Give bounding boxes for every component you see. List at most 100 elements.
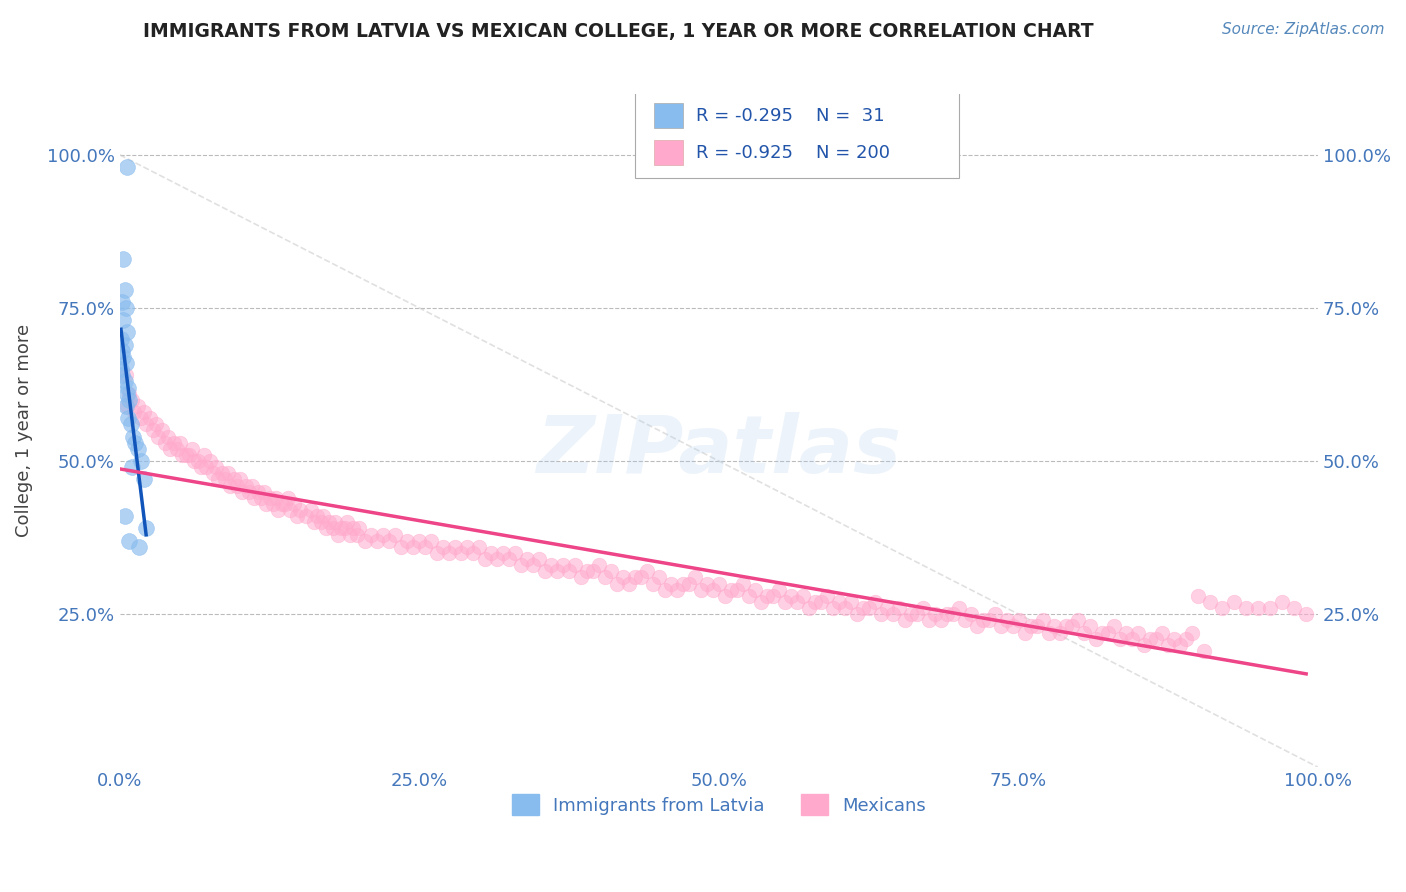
Point [202, 467, 225, 481]
Point [1085, 632, 1108, 646]
Point [146, 429, 169, 443]
Point [468, 540, 491, 554]
Point [534, 564, 557, 578]
Point [839, 595, 862, 609]
Point [330, 521, 353, 535]
Point [1056, 619, 1078, 633]
Point [773, 595, 796, 609]
Point [690, 582, 713, 597]
Point [222, 472, 245, 486]
Point [588, 558, 610, 573]
Point [749, 595, 772, 609]
Point [426, 546, 449, 560]
Point [135, 417, 157, 432]
Point [267, 503, 290, 517]
Point [1097, 625, 1119, 640]
Point [120, 417, 142, 432]
Point [163, 435, 186, 450]
Point [302, 516, 325, 530]
Point [503, 546, 526, 560]
Point [389, 540, 412, 554]
Point [876, 601, 898, 615]
Point [498, 552, 520, 566]
Point [527, 552, 550, 566]
Point [600, 564, 623, 578]
Point [744, 582, 766, 597]
Point [315, 521, 337, 535]
Point [959, 607, 981, 622]
Point [322, 521, 344, 535]
Point [1152, 625, 1174, 640]
Point [402, 540, 425, 554]
Point [762, 589, 785, 603]
Text: R = -0.925    N = 200: R = -0.925 N = 200 [696, 144, 890, 162]
Point [935, 607, 957, 622]
Point [378, 533, 401, 548]
Point [115, 386, 138, 401]
Point [278, 503, 301, 517]
Point [1025, 619, 1047, 633]
Point [114, 509, 136, 524]
Point [1223, 595, 1246, 609]
Point [1181, 625, 1204, 640]
Point [990, 619, 1012, 633]
Point [156, 429, 179, 443]
Point [114, 301, 136, 315]
Point [312, 509, 335, 524]
Point [450, 546, 472, 560]
Point [111, 294, 134, 309]
Point [1001, 619, 1024, 633]
Point [1080, 619, 1102, 633]
Point [624, 570, 647, 584]
Point [274, 497, 297, 511]
FancyBboxPatch shape [654, 140, 683, 165]
Point [207, 472, 229, 486]
Point [118, 392, 141, 407]
Point [606, 576, 628, 591]
Point [983, 607, 1005, 622]
Point [112, 350, 135, 364]
Point [110, 332, 132, 346]
Point [456, 540, 478, 554]
Point [145, 417, 167, 432]
Point [112, 313, 135, 327]
Point [124, 435, 146, 450]
Point [1139, 632, 1161, 646]
Point [828, 595, 851, 609]
Point [283, 497, 305, 511]
Point [977, 613, 1000, 627]
Point [1194, 644, 1216, 658]
Point [666, 582, 689, 597]
Point [1038, 625, 1060, 640]
Point [112, 252, 135, 266]
Point [111, 368, 134, 383]
Point [612, 570, 634, 584]
Point [582, 564, 605, 578]
Point [1091, 625, 1114, 640]
Point [179, 448, 201, 462]
Point [183, 454, 205, 468]
Point [834, 601, 856, 615]
Point [360, 527, 382, 541]
Point [569, 570, 592, 584]
Point [228, 472, 250, 486]
Point [804, 595, 827, 609]
Point [683, 570, 706, 584]
Point [309, 516, 332, 530]
Point [190, 460, 212, 475]
Point [169, 435, 191, 450]
Point [115, 326, 138, 340]
Point [174, 448, 197, 462]
Point [1104, 619, 1126, 633]
Point [486, 552, 509, 566]
Point [463, 546, 485, 560]
Point [821, 601, 844, 615]
Point [127, 399, 149, 413]
Point [768, 582, 790, 597]
Point [792, 589, 814, 603]
Point [1121, 632, 1143, 646]
Point [384, 527, 406, 541]
Point [731, 576, 754, 591]
Point [111, 343, 134, 358]
Point [1049, 625, 1071, 640]
